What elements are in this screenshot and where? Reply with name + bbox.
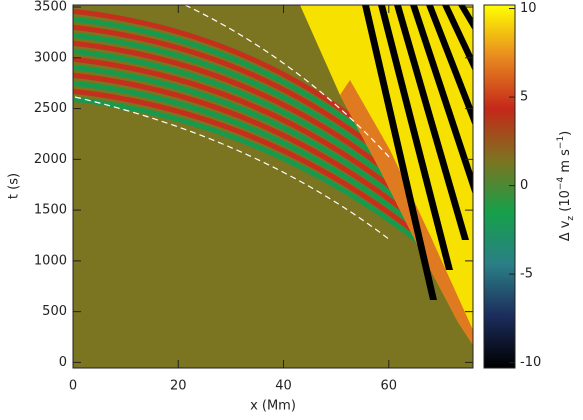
y-tick-label: 1500 [34,203,67,218]
colorbar-label-part: Δ v [558,220,573,241]
colorbar-tick-label: 0 [520,178,528,193]
y-tick-label: 500 [42,304,67,319]
dark-stripe [378,5,453,270]
x-tick-label: 20 [170,379,187,394]
stripe [73,96,429,250]
x-tick-label: 60 [381,379,398,394]
x-tick-label: 0 [69,379,77,394]
dashed-curve [184,5,391,159]
y-tick-label: 2000 [34,152,67,167]
y-tick-label: 0 [59,355,67,370]
stripe [73,72,423,226]
colorbar-label: Δ vz (10−4 m s−1) [556,131,576,242]
y-tick-label: 1000 [34,253,67,268]
colorbar-tick-label: -5 [520,267,533,282]
x-tick-label: 40 [275,379,292,394]
y-tick-label: 2500 [34,101,67,116]
heatmap-stripes [73,8,429,250]
colorbar-tick-label: 10 [520,1,537,16]
y-tick-label: 3000 [34,50,67,65]
stripe [73,48,417,202]
colorbar-label-part: ) [558,131,573,136]
colorbar-label-part: −1 [556,136,566,149]
colorbar-tick-label: 5 [520,90,528,105]
stripe [73,40,415,194]
heatmap-orange-edge [340,80,473,345]
dark-stripe [426,5,473,126]
x-axis-label: x (Mm) [250,399,296,414]
dark-stripe [442,5,473,72]
colorbar-label-part: z [566,216,576,221]
dark-stripe [362,5,437,300]
dark-stripe [410,5,473,195]
stripe [73,56,419,210]
dashed-curve [74,96,391,241]
y-tick-label: 3500 [34,0,67,15]
colorbar-label-part: (10 [558,190,573,216]
heatmap [73,5,473,368]
y-axis-label: t (s) [7,173,22,199]
colorbar-label-part: m s [558,149,573,177]
plot-frame [72,4,474,369]
stripe [73,88,427,242]
colorbar [483,4,516,369]
colorbar-label-part: −4 [556,177,566,191]
stripe [73,80,425,234]
colorbar-tick-label: -10 [520,355,541,370]
dark-stripe [458,5,473,31]
stripe [73,64,421,218]
dark-stripe [394,5,469,240]
heatmap-dark-stripes [362,5,473,300]
